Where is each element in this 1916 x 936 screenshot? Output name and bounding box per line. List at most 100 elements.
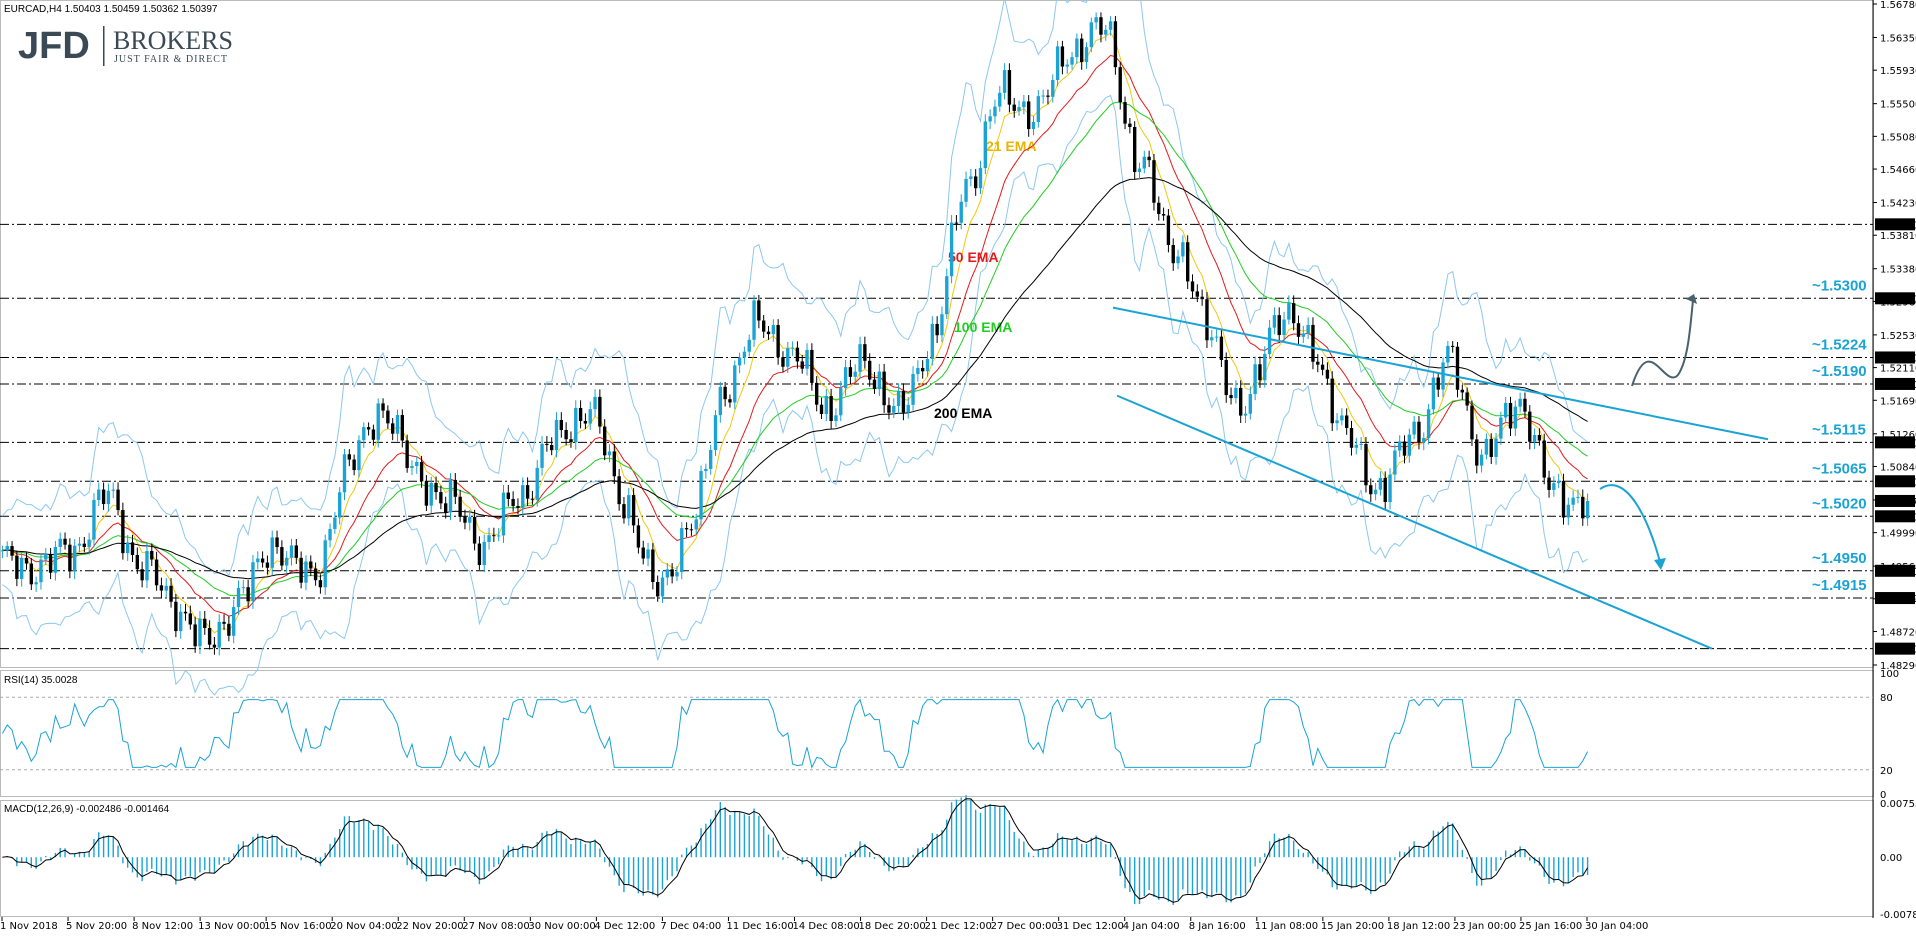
candle-body — [665, 569, 670, 578]
candle-body — [940, 314, 944, 336]
candle-body — [998, 92, 1002, 107]
candle-body — [1272, 315, 1277, 328]
candle-body — [1157, 202, 1161, 215]
candle-body — [713, 415, 718, 450]
level-price-text-2: 1.52240 — [1877, 353, 1916, 364]
candle-body — [675, 572, 679, 577]
candle-body — [82, 543, 87, 548]
candle-body — [1046, 95, 1050, 97]
candle-body — [39, 559, 43, 583]
candle-body — [97, 489, 101, 500]
rsi-title-text: RSI(14) 35.0028 — [4, 675, 78, 686]
candle-body — [795, 347, 800, 362]
bollinger-up — [2, 0, 1588, 577]
candle-body — [1585, 500, 1590, 519]
candle-body — [5, 546, 9, 551]
x-tick-label: 11 Dec 16:00 — [726, 921, 793, 932]
candle-body — [68, 544, 72, 572]
candle-body — [294, 545, 299, 558]
candle-body — [757, 300, 761, 321]
candle-body — [15, 555, 19, 579]
candle-body — [1181, 242, 1185, 257]
macd-indicator: MACD(12,26,9) -0.002486 -0.001464 0.00753… — [2, 795, 1916, 921]
candle-body — [1036, 96, 1041, 123]
candle-body — [222, 621, 226, 624]
candle-body — [1099, 17, 1103, 35]
candle-body — [145, 551, 149, 581]
rsi-panel-frame — [0, 670, 1874, 797]
candle-body — [1185, 242, 1190, 282]
candle-body — [708, 449, 713, 469]
candle-body — [689, 529, 694, 531]
x-tick-label: 23 Jan 00:00 — [1453, 921, 1516, 932]
candle-body — [506, 492, 511, 499]
y-tick-label: 1.52530 — [1880, 331, 1916, 342]
candle-body — [1581, 496, 1585, 519]
candle-body — [1263, 353, 1267, 381]
candle-body — [1523, 398, 1527, 412]
candle-body — [92, 499, 96, 540]
candle-body — [935, 323, 939, 336]
candle-body — [1441, 362, 1445, 390]
x-tick-label: 4 Jan 04:00 — [1123, 921, 1180, 932]
price-axis: 1.56780 1.56350 1.55930 1.55500 1.55080 1.546… — [1872, 0, 1916, 918]
candle-body — [1489, 438, 1493, 457]
candle-body — [949, 222, 954, 277]
candle-body — [742, 351, 747, 358]
candle-body — [993, 106, 997, 117]
candle-body — [29, 563, 34, 585]
macd-tick-label: 0.00 — [1880, 853, 1902, 864]
candle-body — [487, 535, 491, 542]
candle-body — [1335, 420, 1339, 424]
level-price-text-1: 1.53000 — [1877, 294, 1916, 305]
candle-body — [1176, 256, 1180, 264]
candle-body — [1344, 415, 1349, 429]
macd-tick-label: 0.007531 — [1880, 799, 1916, 810]
candle-body — [660, 577, 665, 597]
candle-body — [1460, 389, 1465, 393]
candle-body — [362, 427, 366, 441]
candle-body — [771, 325, 776, 335]
x-tick-label: 14 Dec 08:00 — [793, 921, 860, 932]
candle-body — [781, 357, 785, 367]
level-price-box-4 — [1875, 436, 1915, 449]
candle-body — [453, 479, 458, 497]
candle-body — [877, 371, 882, 390]
candle-body — [810, 349, 814, 383]
candle-body — [106, 490, 111, 505]
candle-body — [839, 388, 843, 416]
candle-body — [280, 547, 284, 566]
candle-body — [1571, 497, 1575, 505]
candle-body — [1450, 345, 1455, 347]
ema-lines: 21 EMA 50 EMA 100 EMA 200 EMA — [2, 31, 1588, 634]
candle-body — [1393, 450, 1397, 475]
candle-body — [111, 489, 115, 491]
candle-body — [814, 382, 819, 405]
y-tick-label: 1.49990 — [1880, 529, 1916, 540]
candle-body — [627, 495, 631, 519]
y-tick-label: 1.55930 — [1880, 66, 1916, 77]
candle-body — [159, 585, 164, 591]
candle-body — [390, 423, 395, 434]
candle-body — [646, 549, 650, 559]
candle-body — [1258, 364, 1262, 381]
candle-body — [1055, 46, 1060, 81]
candle-body — [87, 539, 91, 548]
level-price-box-5 — [1875, 475, 1915, 488]
candle-body — [1354, 444, 1359, 448]
candle-body — [1224, 359, 1228, 396]
candle-body — [598, 396, 602, 427]
candle-body — [554, 419, 559, 451]
level-label-7: ~1.4950 — [1812, 550, 1867, 567]
arrow-up-path — [1631, 299, 1694, 387]
candle-body — [130, 542, 135, 555]
level-price-box-1 — [1875, 292, 1915, 305]
level-price-box-7 — [1875, 564, 1915, 577]
candle-body — [530, 498, 535, 500]
candle-body — [121, 510, 125, 554]
candle-body — [333, 517, 337, 530]
candle-body — [150, 551, 154, 560]
candle-body — [1287, 303, 1291, 320]
candle-body — [1402, 441, 1407, 456]
candle-body — [1552, 483, 1556, 490]
